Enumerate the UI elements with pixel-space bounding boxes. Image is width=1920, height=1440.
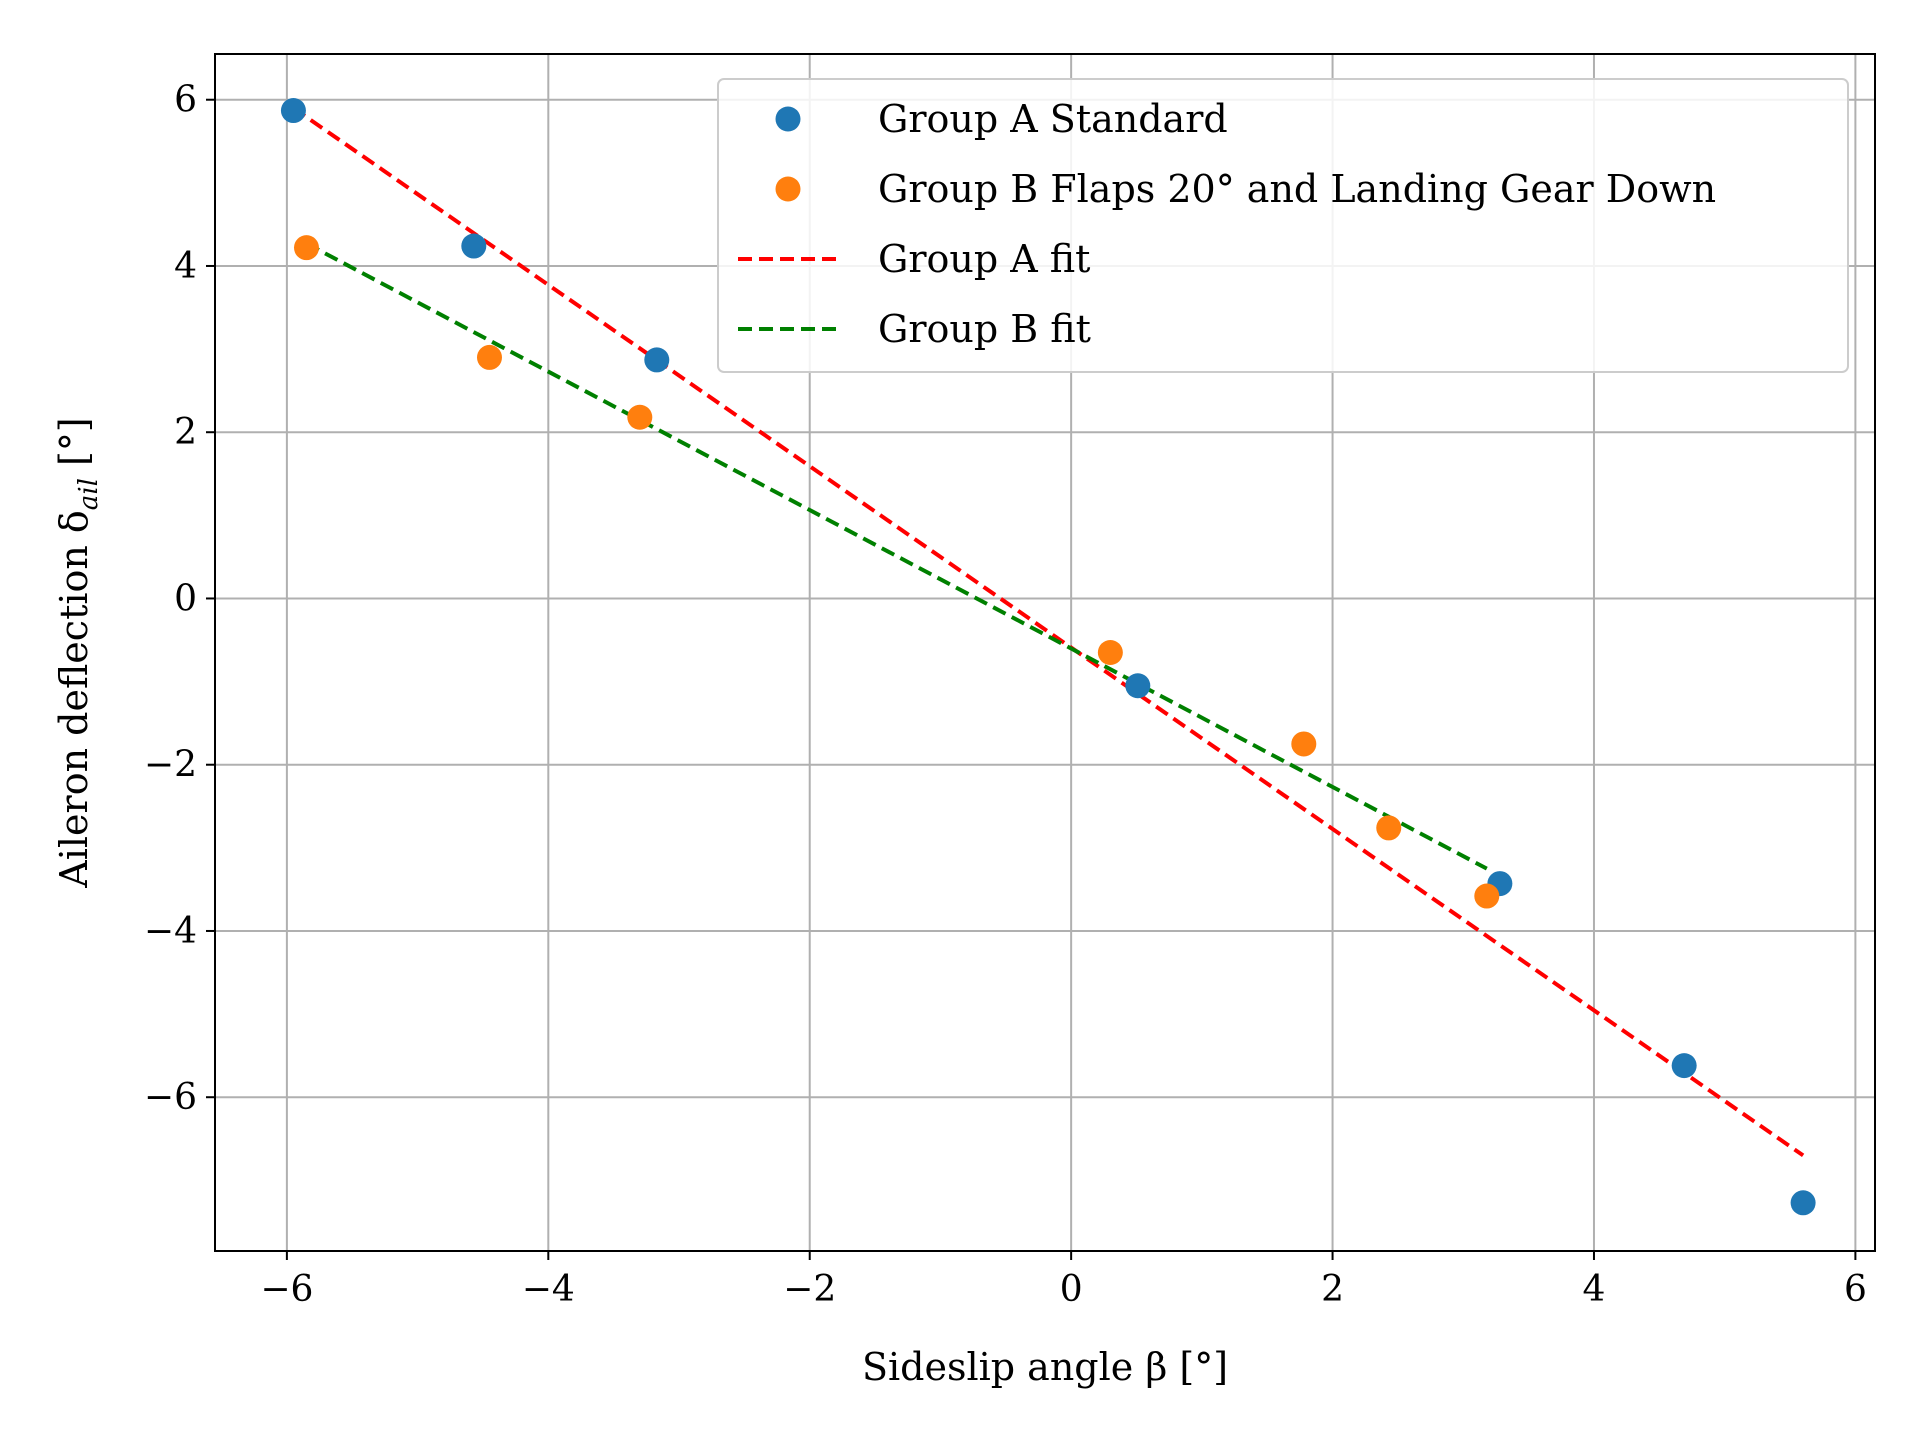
y-tick-label: −2 — [144, 745, 197, 786]
y-tick-label: 0 — [174, 578, 197, 619]
legend-label: Group B Flaps 20° and Landing Gear Down — [878, 167, 1716, 211]
scatter-point — [1671, 1053, 1697, 1079]
scatter-point — [1125, 673, 1151, 699]
x-tick-label: 4 — [1583, 1269, 1606, 1310]
y-tick-label: 4 — [174, 246, 197, 287]
y-tick-label: 2 — [174, 412, 197, 453]
scatter-point — [1474, 883, 1500, 909]
scatter-point — [627, 404, 653, 430]
x-tick-label: 6 — [1844, 1269, 1867, 1310]
legend-box — [717, 78, 1849, 373]
legend-marker — [775, 106, 801, 132]
plot-frame — [214, 53, 1876, 1252]
legend: Group A Standard Group B Flaps 20° and La… — [717, 78, 1849, 373]
fit-line — [292, 106, 1805, 1158]
y-tick-label: −6 — [144, 1077, 197, 1118]
scatter-point — [644, 347, 670, 373]
x-axis-label: Sideslip angle β [°] — [862, 1345, 1228, 1389]
x-tick-label: 0 — [1060, 1269, 1083, 1310]
scatter-point — [280, 98, 306, 124]
legend-label: Group A fit — [878, 237, 1090, 281]
legend-label: Group A Standard — [878, 97, 1228, 141]
axis-ticks: −6 −4 −2 0 2 4 6 −6 −4 −2 0 2 4 6 — [144, 80, 1867, 1310]
x-tick-label: −2 — [783, 1269, 836, 1310]
y-axis-label: Aileron deflection δail [°] — [52, 417, 104, 888]
y-tick-label: 6 — [174, 80, 197, 121]
scatter-point — [476, 344, 502, 370]
plot-series — [280, 98, 1816, 1216]
x-tick-label: −4 — [522, 1269, 575, 1310]
scatter-point — [1376, 815, 1402, 841]
scatter-point — [1291, 731, 1317, 757]
fit-line — [305, 241, 1488, 871]
scatter-point — [1790, 1190, 1816, 1216]
scatter-point — [1097, 640, 1123, 665]
y-tick-label: −4 — [144, 911, 197, 952]
x-tick-label: 2 — [1321, 1269, 1344, 1310]
scatter-point — [461, 233, 487, 259]
legend-marker — [775, 176, 801, 202]
legend-label: Group B fit — [878, 307, 1091, 351]
x-tick-label: −6 — [260, 1269, 313, 1310]
scatter-point — [293, 235, 319, 261]
